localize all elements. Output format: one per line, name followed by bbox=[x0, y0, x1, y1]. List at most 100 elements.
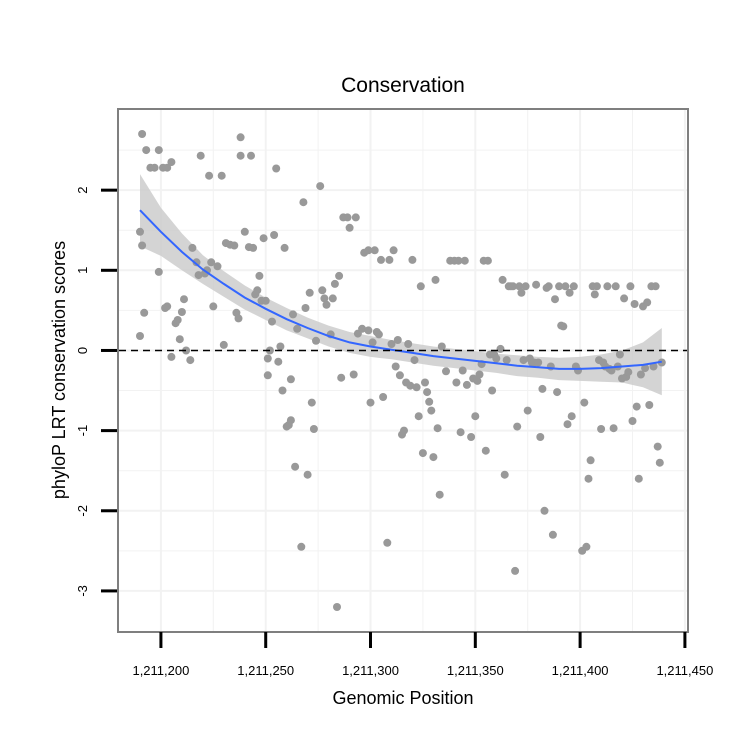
data-point bbox=[255, 271, 264, 280]
data-point bbox=[286, 375, 295, 384]
data-point bbox=[412, 383, 421, 392]
data-point bbox=[234, 314, 243, 323]
data-point bbox=[502, 356, 511, 365]
data-point bbox=[236, 151, 245, 160]
data-point bbox=[458, 366, 467, 375]
y-tick-label: -3 bbox=[75, 585, 90, 597]
data-point bbox=[630, 300, 639, 308]
data-point bbox=[620, 294, 629, 303]
points-layer bbox=[136, 130, 666, 611]
data-point bbox=[236, 133, 245, 142]
data-point bbox=[186, 356, 195, 365]
data-point bbox=[521, 282, 530, 291]
data-point bbox=[538, 384, 547, 393]
data-point bbox=[389, 246, 398, 255]
data-point bbox=[349, 370, 358, 379]
data-point bbox=[167, 352, 176, 361]
data-point bbox=[213, 262, 222, 271]
data-point bbox=[138, 241, 147, 250]
data-point bbox=[196, 151, 205, 160]
data-point bbox=[460, 256, 469, 265]
data-point bbox=[167, 158, 176, 167]
data-point bbox=[553, 388, 562, 397]
data-point bbox=[643, 298, 652, 307]
y-axis-label: phyloP LRT conservation scores bbox=[49, 241, 69, 499]
data-point bbox=[467, 433, 476, 441]
x-tick-label: 1,211,450 bbox=[656, 663, 713, 678]
data-point bbox=[488, 386, 497, 395]
data-point bbox=[603, 282, 612, 291]
data-point bbox=[330, 279, 339, 288]
data-point bbox=[217, 171, 226, 180]
data-point bbox=[374, 330, 383, 339]
data-point bbox=[140, 308, 149, 317]
data-point bbox=[481, 446, 490, 455]
x-axis-label: Genomic Position bbox=[332, 688, 473, 708]
y-tick-label: -2 bbox=[75, 505, 90, 517]
data-point bbox=[498, 275, 507, 284]
smooth-line bbox=[139, 209, 662, 370]
data-point bbox=[173, 316, 182, 324]
data-point bbox=[559, 322, 568, 331]
data-point bbox=[335, 271, 344, 280]
data-point bbox=[249, 243, 258, 252]
data-point bbox=[154, 267, 163, 276]
data-point bbox=[492, 354, 501, 363]
data-point bbox=[364, 246, 373, 255]
data-point bbox=[370, 246, 379, 255]
data-point bbox=[626, 282, 635, 291]
data-point bbox=[515, 282, 524, 291]
data-point bbox=[555, 282, 564, 291]
data-point bbox=[431, 275, 440, 284]
plot-frame bbox=[117, 108, 689, 633]
data-point bbox=[368, 338, 377, 347]
data-point bbox=[276, 342, 285, 351]
data-point bbox=[322, 300, 331, 309]
data-point bbox=[414, 412, 423, 421]
data-point bbox=[569, 282, 578, 291]
y-axis: -3 -2 -1 0 1 2 bbox=[75, 187, 117, 597]
data-point bbox=[280, 243, 289, 252]
data-point bbox=[423, 388, 432, 397]
data-point bbox=[636, 370, 645, 379]
data-point bbox=[496, 344, 505, 353]
data-point bbox=[609, 424, 618, 433]
confidence-ribbon-layer bbox=[140, 174, 662, 396]
data-point bbox=[395, 371, 404, 380]
data-point bbox=[427, 406, 436, 415]
x-tick-label: 1,211,400 bbox=[552, 663, 609, 678]
x-tick-label: 1,211,300 bbox=[342, 663, 399, 678]
data-point bbox=[544, 282, 553, 291]
data-point bbox=[523, 406, 532, 415]
data-point bbox=[517, 288, 526, 297]
data-point bbox=[345, 223, 354, 232]
data-point bbox=[291, 462, 300, 471]
data-point bbox=[182, 346, 191, 355]
data-point bbox=[421, 378, 429, 387]
data-point bbox=[387, 340, 396, 348]
data-point bbox=[511, 566, 520, 575]
data-point bbox=[259, 234, 268, 243]
x-tick-label: 1,211,200 bbox=[132, 663, 189, 678]
data-point bbox=[551, 295, 559, 304]
data-point bbox=[442, 367, 450, 376]
data-point bbox=[408, 255, 417, 264]
y-tick-label: -1 bbox=[75, 425, 90, 437]
data-point bbox=[624, 368, 633, 377]
data-point bbox=[655, 458, 664, 467]
data-point bbox=[188, 243, 197, 252]
data-point bbox=[312, 336, 320, 345]
data-point bbox=[270, 231, 279, 239]
data-point bbox=[268, 317, 276, 326]
data-point bbox=[299, 198, 308, 207]
data-point bbox=[586, 456, 595, 465]
data-point bbox=[406, 381, 415, 390]
data-point bbox=[561, 282, 570, 291]
smooth-line-layer bbox=[139, 209, 662, 370]
data-point bbox=[136, 227, 144, 236]
data-point bbox=[154, 146, 163, 155]
data-point bbox=[263, 371, 272, 380]
data-point bbox=[628, 417, 637, 425]
data-point bbox=[580, 398, 589, 407]
data-point bbox=[205, 171, 214, 180]
